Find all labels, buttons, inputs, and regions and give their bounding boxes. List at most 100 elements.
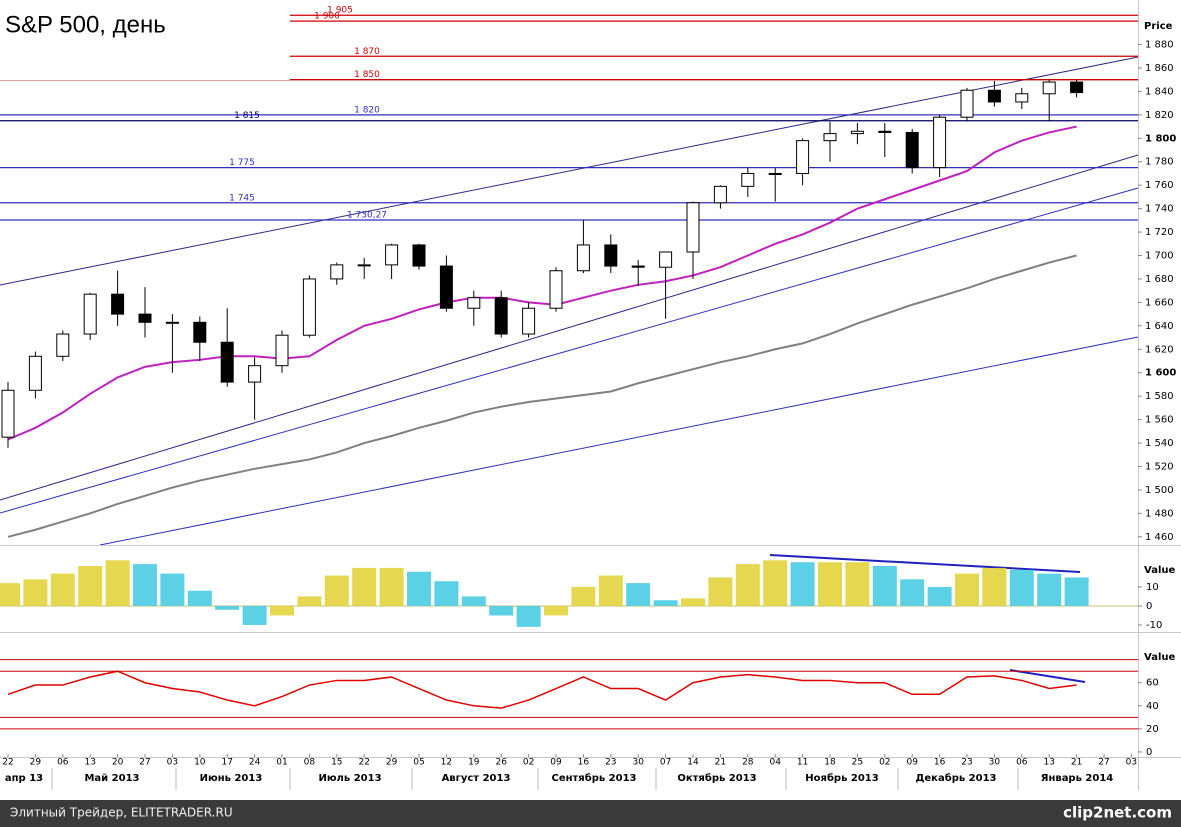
- x-tick-label: 03: [167, 758, 178, 768]
- month-label: Май 2013: [84, 773, 139, 784]
- macd-bar: [489, 605, 514, 616]
- macd-bar: [982, 567, 1007, 606]
- macd-bar: [681, 598, 705, 606]
- month-label: Декабрь 2013: [915, 772, 996, 784]
- y-tick-label: 1 820: [1145, 110, 1174, 121]
- macd-bar: [790, 562, 815, 606]
- macd-bar: [50, 573, 75, 606]
- trend-line: [0, 154, 1139, 501]
- y-tick-label: 1 680: [1145, 274, 1174, 285]
- y-tick-label: 1 560: [1145, 415, 1174, 426]
- month-label: Июль 2013: [318, 773, 381, 784]
- trend-lines: [0, 56, 1139, 683]
- macd-bar: [571, 586, 596, 606]
- x-tick-label: 12: [441, 758, 452, 768]
- macd-bar: [379, 567, 404, 606]
- y-tick-label: 1 520: [1145, 461, 1174, 472]
- x-tick-label: 24: [249, 758, 261, 768]
- y-tick-label: 0: [1146, 747, 1152, 758]
- level-label: 1 775: [229, 158, 255, 168]
- candle-body: [1, 389, 15, 438]
- macd-bar: [653, 600, 678, 606]
- macd-bar: [270, 605, 294, 616]
- candle-body: [1070, 81, 1084, 94]
- candle-body: [302, 278, 316, 336]
- macd-bar: [461, 596, 486, 606]
- divergence-line: [1009, 669, 1086, 683]
- month-label: Ноябрь 2013: [805, 772, 878, 784]
- candle-body: [878, 130, 892, 133]
- y-tick-label: -10: [1146, 620, 1162, 631]
- x-tick-label: 19: [468, 758, 480, 768]
- level-label: 1 900: [314, 12, 340, 22]
- chart-title: S&P 500, день: [5, 11, 166, 38]
- x-tick-label: 21: [1071, 758, 1082, 768]
- moving-average: [7, 125, 1077, 441]
- macd-bar: [352, 567, 377, 606]
- x-tick-label: 21: [715, 758, 726, 768]
- watermark[interactable]: clip2net.com: [1063, 804, 1172, 822]
- candle-body: [165, 321, 179, 324]
- candle-body: [56, 333, 70, 357]
- x-tick-label: 27: [1098, 758, 1109, 768]
- macd-bar: [598, 575, 623, 606]
- month-label: Январь 2014: [1041, 773, 1114, 784]
- y-tick-label: 1 720: [1145, 227, 1174, 238]
- candle-body: [248, 365, 262, 383]
- candle-body: [138, 313, 152, 323]
- candle-body: [659, 251, 673, 268]
- x-tick-label: 28: [742, 758, 754, 768]
- macd-bar: [845, 562, 870, 606]
- x-tick-label: 23: [605, 758, 616, 768]
- candle-body: [850, 130, 864, 135]
- x-tick-label: 13: [1043, 758, 1054, 768]
- candle-body: [960, 89, 974, 118]
- y-tick-label: 1 860: [1145, 63, 1174, 74]
- x-tick-label: 16: [934, 758, 946, 768]
- month-label: апр 13: [5, 773, 43, 784]
- y-tick-label: 1 640: [1145, 321, 1174, 332]
- macd-bar: [1009, 569, 1034, 606]
- y-tick-label: 1 660: [1145, 297, 1174, 308]
- candle-body: [549, 270, 563, 309]
- candle-body: [631, 265, 645, 268]
- moving-average: [7, 254, 1077, 538]
- macd-bar: [735, 564, 760, 606]
- macd-bar: [1037, 573, 1062, 606]
- candle-body: [823, 133, 837, 142]
- candle-body: [741, 172, 755, 187]
- y-tick-label: 60: [1146, 678, 1159, 689]
- x-tick-label: 09: [906, 758, 918, 768]
- x-tick-label: 29: [386, 758, 398, 768]
- month-separators: [51, 768, 1019, 790]
- x-tick-label: 06: [57, 758, 69, 768]
- x-tick-label: 06: [1016, 758, 1028, 768]
- x-tick-label: 30: [632, 758, 644, 768]
- x-tick-label: 16: [578, 758, 590, 768]
- candle-body: [494, 297, 508, 335]
- macd-bar: [242, 605, 267, 625]
- x-tick-label: 01: [276, 758, 287, 768]
- y-tick-label: 40: [1146, 701, 1159, 712]
- y-tick-label: 10: [1146, 582, 1159, 593]
- y-tick-label: 1 800: [1145, 133, 1176, 144]
- x-tick-label: 26: [495, 758, 507, 768]
- x-tick-label: 22: [358, 758, 369, 768]
- macd-bar: [626, 583, 651, 606]
- x-tick-label: 20: [112, 758, 124, 768]
- x-tick-label: 10: [194, 758, 206, 768]
- macd-bar: [434, 581, 459, 606]
- y-tick-label: 1 480: [1145, 508, 1174, 519]
- candle-body: [713, 185, 727, 204]
- candle-body: [193, 321, 207, 343]
- x-tick-label: 25: [852, 758, 863, 768]
- candle-body: [275, 334, 289, 367]
- y-tick-label: 20: [1146, 724, 1159, 735]
- x-tick-label: 22: [2, 758, 13, 768]
- x-tick-label: 27: [139, 758, 150, 768]
- level-label: 1 745: [229, 193, 255, 203]
- macd-bar: [324, 575, 349, 606]
- x-tick-label: 02: [523, 758, 534, 768]
- candle-body: [385, 244, 399, 266]
